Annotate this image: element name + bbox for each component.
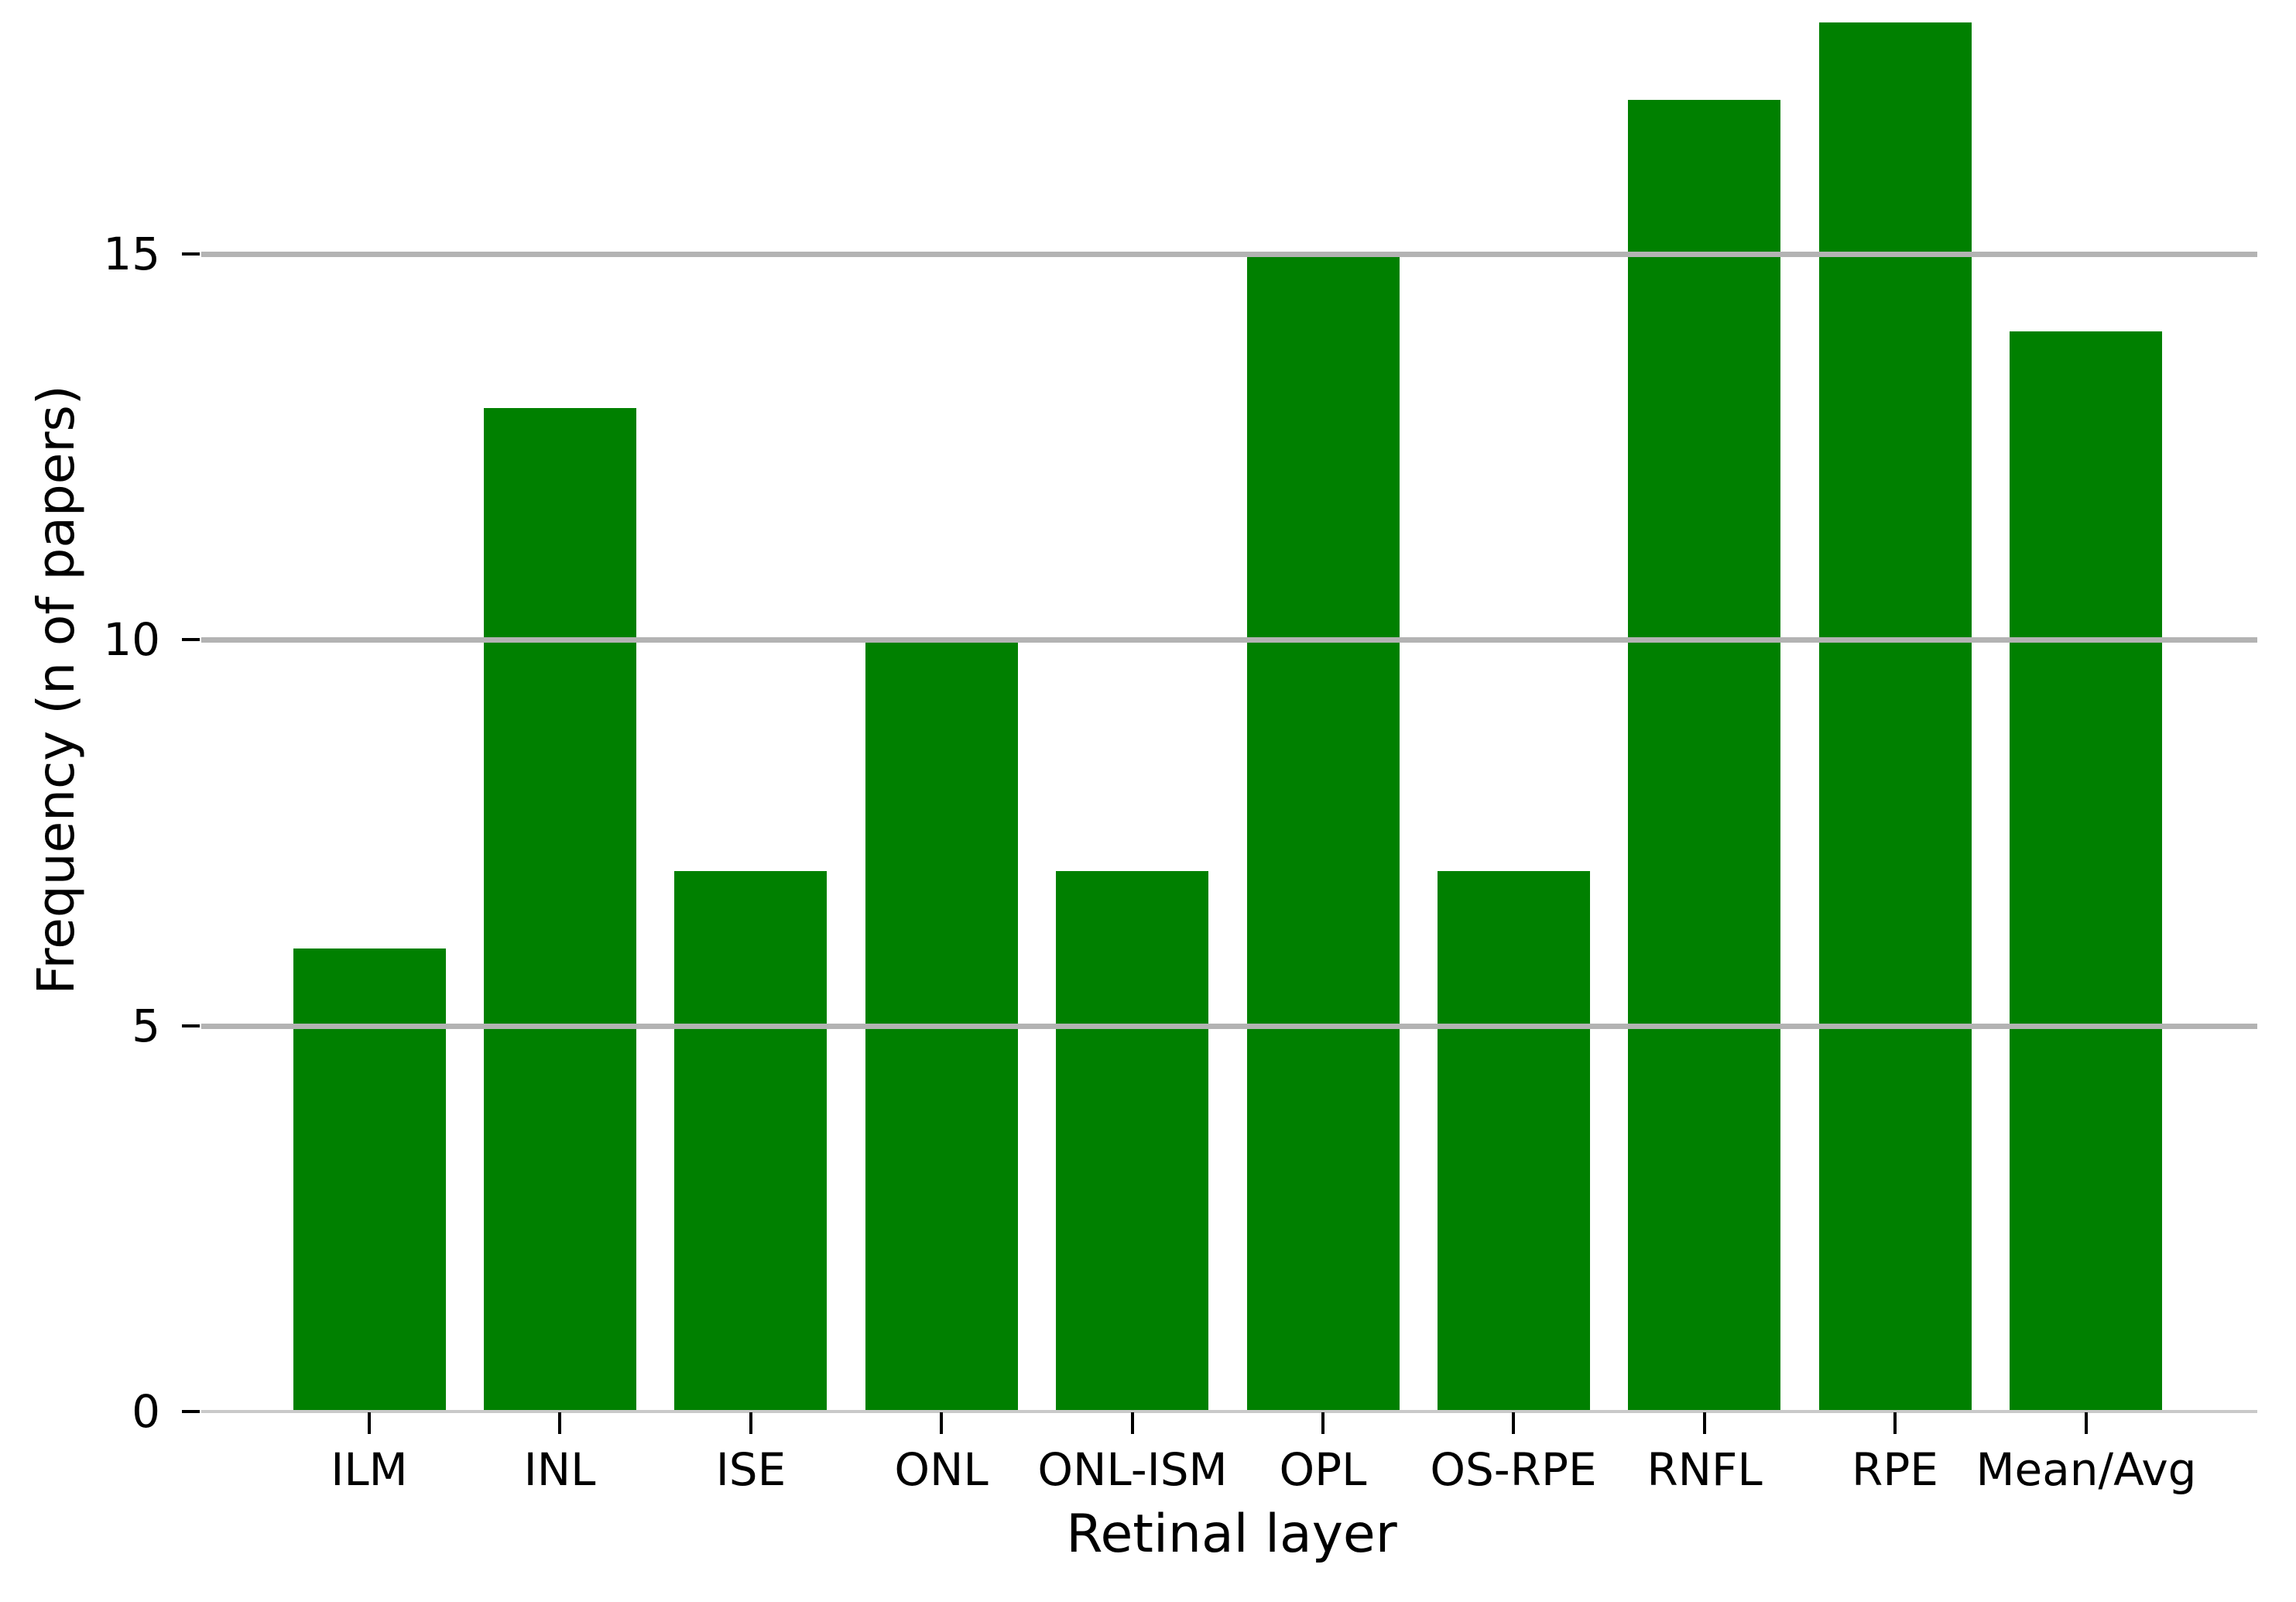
x-tick-label-INL: INL xyxy=(523,1443,596,1496)
y-tick-label-15: 15 xyxy=(103,228,160,280)
y-tick-label-5: 5 xyxy=(132,1000,160,1052)
x-tick-label-OS-RPE: OS-RPE xyxy=(1430,1443,1597,1496)
x-tick-label-ONL: ONL xyxy=(894,1443,989,1496)
y-tick-mark-5 xyxy=(182,1024,200,1027)
x-tick-label-RPE: RPE xyxy=(1852,1443,1938,1496)
bar-ISE xyxy=(674,871,827,1412)
x-tick-mark-ILM xyxy=(368,1412,371,1434)
x-tick-label-ONL-ISM: ONL-ISM xyxy=(1037,1443,1228,1496)
bar-OPL xyxy=(1247,254,1400,1412)
gridline-10 xyxy=(201,637,2257,643)
x-tick-label-ILM: ILM xyxy=(331,1443,408,1496)
x-tick-mark-Mean/Avg xyxy=(2085,1412,2088,1434)
gridline-15 xyxy=(201,252,2257,257)
y-tick-mark-15 xyxy=(182,252,200,256)
y-tick-label-0: 0 xyxy=(132,1385,160,1438)
bar-INL xyxy=(484,408,636,1412)
y-tick-label-10: 10 xyxy=(103,613,160,666)
y-tick-mark-10 xyxy=(182,638,200,641)
x-tick-mark-RPE xyxy=(1893,1412,1897,1434)
x-tick-mark-ONL xyxy=(940,1412,943,1434)
x-tick-mark-ONL-ISM xyxy=(1131,1412,1134,1434)
x-tick-mark-OS-RPE xyxy=(1512,1412,1515,1434)
x-tick-label-Mean/Avg: Mean/Avg xyxy=(1976,1443,2197,1496)
bar-ILM xyxy=(293,949,446,1412)
bar-Mean/Avg xyxy=(2010,331,2162,1412)
x-tick-label-RNFL: RNFL xyxy=(1647,1443,1763,1496)
bar-ONL-ISM xyxy=(1056,871,1208,1412)
gridline-5 xyxy=(201,1024,2257,1029)
x-tick-label-ISE: ISE xyxy=(715,1443,786,1496)
y-tick-mark-0 xyxy=(182,1410,200,1413)
bar-OS-RPE xyxy=(1438,871,1590,1412)
x-axis-label: Retinal layer xyxy=(1066,1504,1397,1565)
x-tick-mark-RNFL xyxy=(1703,1412,1706,1434)
bar-RNFL xyxy=(1628,100,1780,1412)
x-tick-label-OPL: OPL xyxy=(1279,1443,1367,1496)
y-axis-label: Frequency (n of papers) xyxy=(26,385,86,995)
bar-RPE xyxy=(1819,22,1972,1412)
x-axis-line xyxy=(201,1410,2257,1413)
x-tick-mark-INL xyxy=(558,1412,561,1434)
x-tick-mark-ISE xyxy=(749,1412,752,1434)
x-tick-mark-OPL xyxy=(1321,1412,1324,1434)
